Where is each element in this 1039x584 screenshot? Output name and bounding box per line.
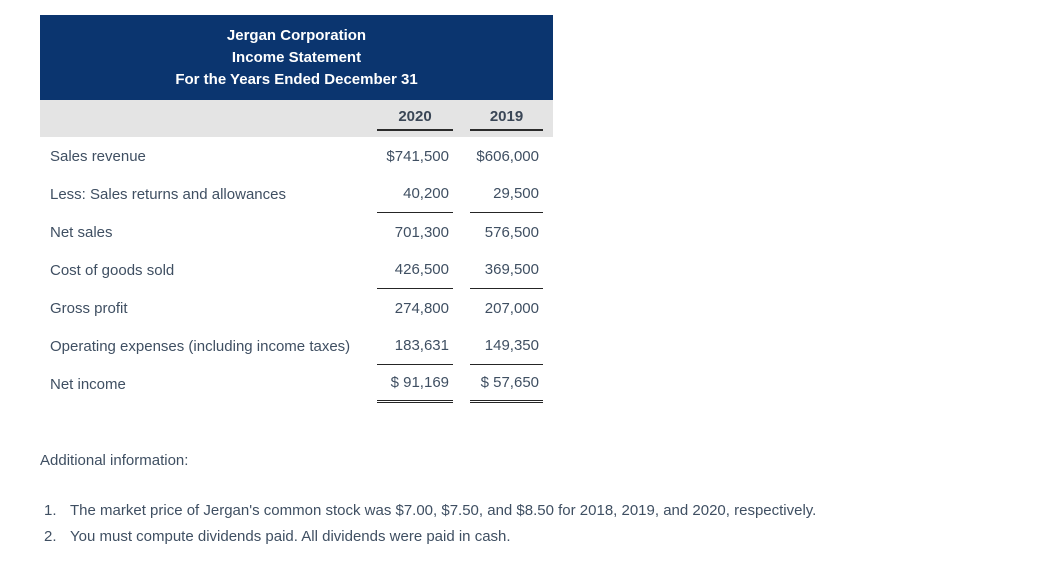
row-value-2019: 369,500 [470,251,543,289]
row-value-2019: $606,000 [476,147,539,165]
column-header-row: 2020 2019 [40,100,553,137]
statement-row: Net income $ 91,169 $ 57,650 [40,365,553,403]
row-value-2019: 149,350 [470,327,543,365]
row-label: Sales revenue [50,147,146,165]
row-label: Less: Sales returns and allowances [50,185,286,203]
row-label: Net sales [50,223,113,241]
row-label: Operating expenses (including income tax… [50,337,351,355]
row-value-2020: 426,500 [377,251,453,289]
row-label: Cost of goods sold [50,261,175,279]
company-name: Jergan Corporation [226,27,367,44]
column-header-cell-2020: 2020 [377,108,453,137]
income-statement: Jergan Corporation Income Statement For … [40,15,553,403]
row-value-2020: 183,631 [377,327,453,365]
column-header-cell-2019: 2019 [470,108,543,137]
additional-info-heading: Additional information: [40,452,189,469]
additional-info-item-text: You must compute dividends paid. All div… [70,528,511,545]
row-label: Net income [50,375,126,393]
row-value-2020: $741,500 [386,147,449,165]
statement-row: Operating expenses (including income tax… [40,327,553,365]
additional-info-item: 2. You must compute dividends paid. All d… [40,524,1010,550]
statement-title: Income Statement [231,49,362,66]
row-value-2020: 701,300 [394,223,449,241]
column-header-2019: 2019 [470,108,543,131]
row-label: Gross profit [50,299,128,317]
statement-row: Net sales 701,300 576,500 [40,213,553,251]
additional-info-item-number: 2. [44,528,57,545]
statement-row: Cost of goods sold 426,500 369,500 [40,251,553,289]
additional-info-item-text: The market price of Jergan's common stoc… [70,502,817,519]
row-value-2019: 576,500 [484,223,539,241]
additional-info-section: Additional information: 1. The market pri… [40,452,1010,550]
statement-period: For the Years Ended December 31 [175,71,418,88]
row-value-2020: $ 91,169 [377,365,453,403]
row-value-2020: 40,200 [377,175,453,213]
statement-header: Jergan Corporation Income Statement For … [40,15,553,100]
additional-info-list: 1. The market price of Jergan's common st… [40,498,1010,550]
statement-rows: Sales revenue $741,500 $606,000 Less: Sales… [40,137,553,403]
row-value-2019: 207,000 [484,299,539,317]
column-header-2020: 2020 [377,108,453,131]
statement-row: Sales revenue $741,500 $606,000 [40,137,553,175]
row-value-2019: 29,500 [470,175,543,213]
statement-row: Gross profit 274,800 207,000 [40,289,553,327]
row-value-2020: 274,800 [394,299,449,317]
additional-info-item-number: 1. [44,502,57,519]
additional-info-item: 1. The market price of Jergan's common st… [40,498,1010,524]
row-value-2019: $ 57,650 [470,365,543,403]
statement-row: Less: Sales returns and allowances 40,200… [40,175,553,213]
